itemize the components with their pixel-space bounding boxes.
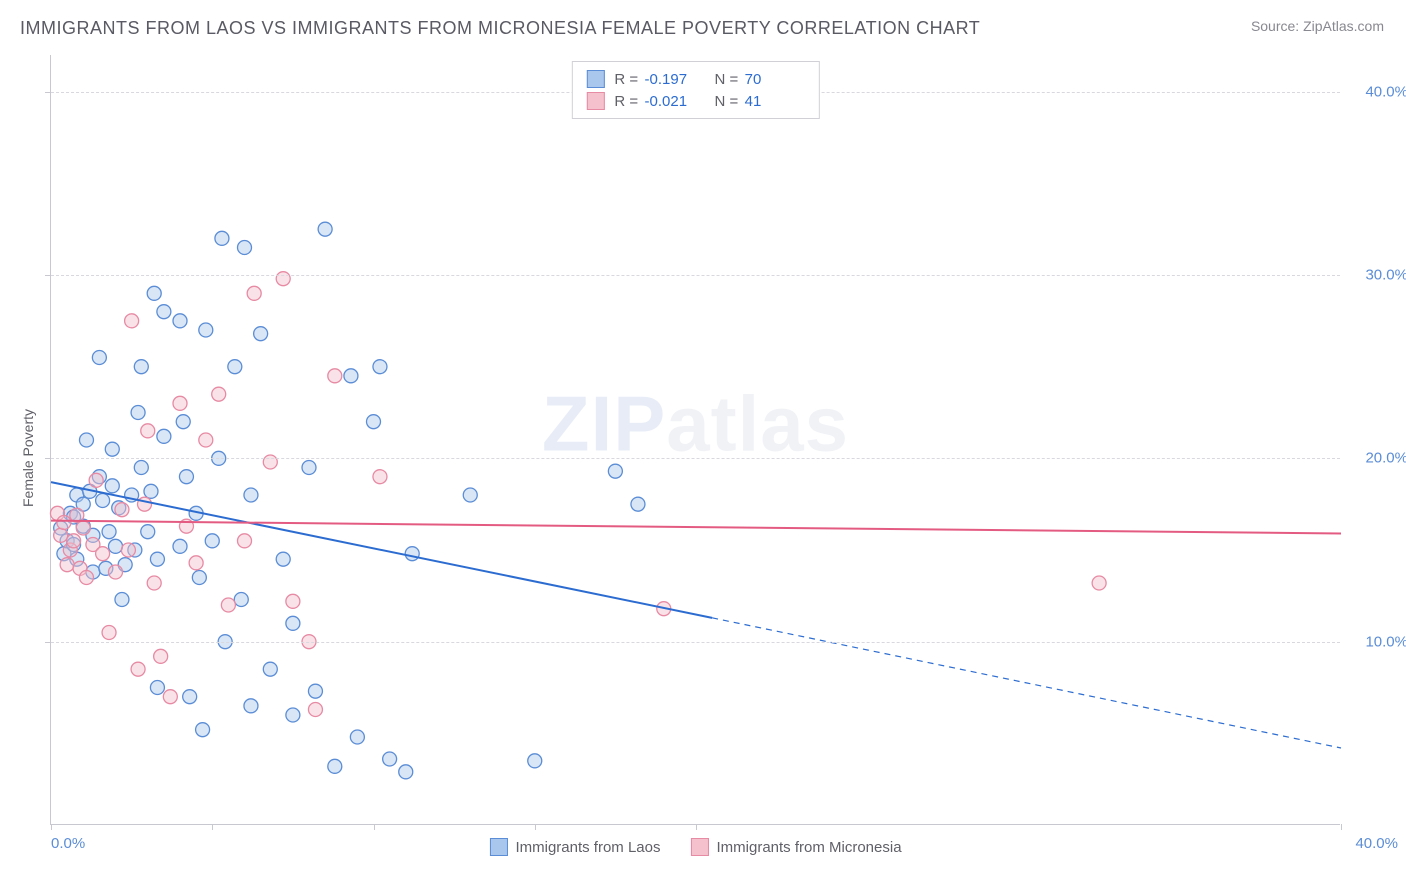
y-tick-label: 40.0% <box>1365 83 1406 100</box>
legend-item-laos: Immigrants from Laos <box>489 838 660 856</box>
legend-label: Immigrants from Laos <box>515 839 660 856</box>
n-value-laos: 70 <box>745 71 805 88</box>
swatch-icon <box>691 838 709 856</box>
stats-legend: R = -0.197 N = 70 R = -0.021 N = 41 <box>571 61 819 119</box>
series-legend: Immigrants from Laos Immigrants from Mic… <box>489 838 901 856</box>
r-value-laos: -0.197 <box>645 71 705 88</box>
chart-title: IMMIGRANTS FROM LAOS VS IMMIGRANTS FROM … <box>20 18 980 39</box>
legend-item-micronesia: Immigrants from Micronesia <box>691 838 902 856</box>
swatch-icon <box>586 70 604 88</box>
y-tick-label: 10.0% <box>1365 633 1406 650</box>
swatch-icon <box>586 92 604 110</box>
source-attribution: Source: ZipAtlas.com <box>1251 18 1384 34</box>
y-axis-label: Female Poverty <box>20 409 36 507</box>
x-tick-max: 40.0% <box>1355 835 1398 852</box>
y-tick-label: 30.0% <box>1365 267 1406 284</box>
gridline <box>51 642 1340 643</box>
plot-svg <box>51 55 1340 824</box>
x-tick-min: 0.0% <box>51 835 85 852</box>
y-tick-label: 20.0% <box>1365 450 1406 467</box>
stats-row-micronesia: R = -0.021 N = 41 <box>586 90 804 112</box>
stats-row-laos: R = -0.197 N = 70 <box>586 68 804 90</box>
n-value-micronesia: 41 <box>745 93 805 110</box>
gridline <box>51 275 1340 276</box>
r-value-micronesia: -0.021 <box>645 93 705 110</box>
swatch-icon <box>489 838 507 856</box>
plot-area: ZIPatlas R = -0.197 N = 70 R = -0.021 N … <box>50 55 1340 825</box>
gridline <box>51 458 1340 459</box>
legend-label: Immigrants from Micronesia <box>717 839 902 856</box>
chart-container: IMMIGRANTS FROM LAOS VS IMMIGRANTS FROM … <box>0 0 1406 892</box>
